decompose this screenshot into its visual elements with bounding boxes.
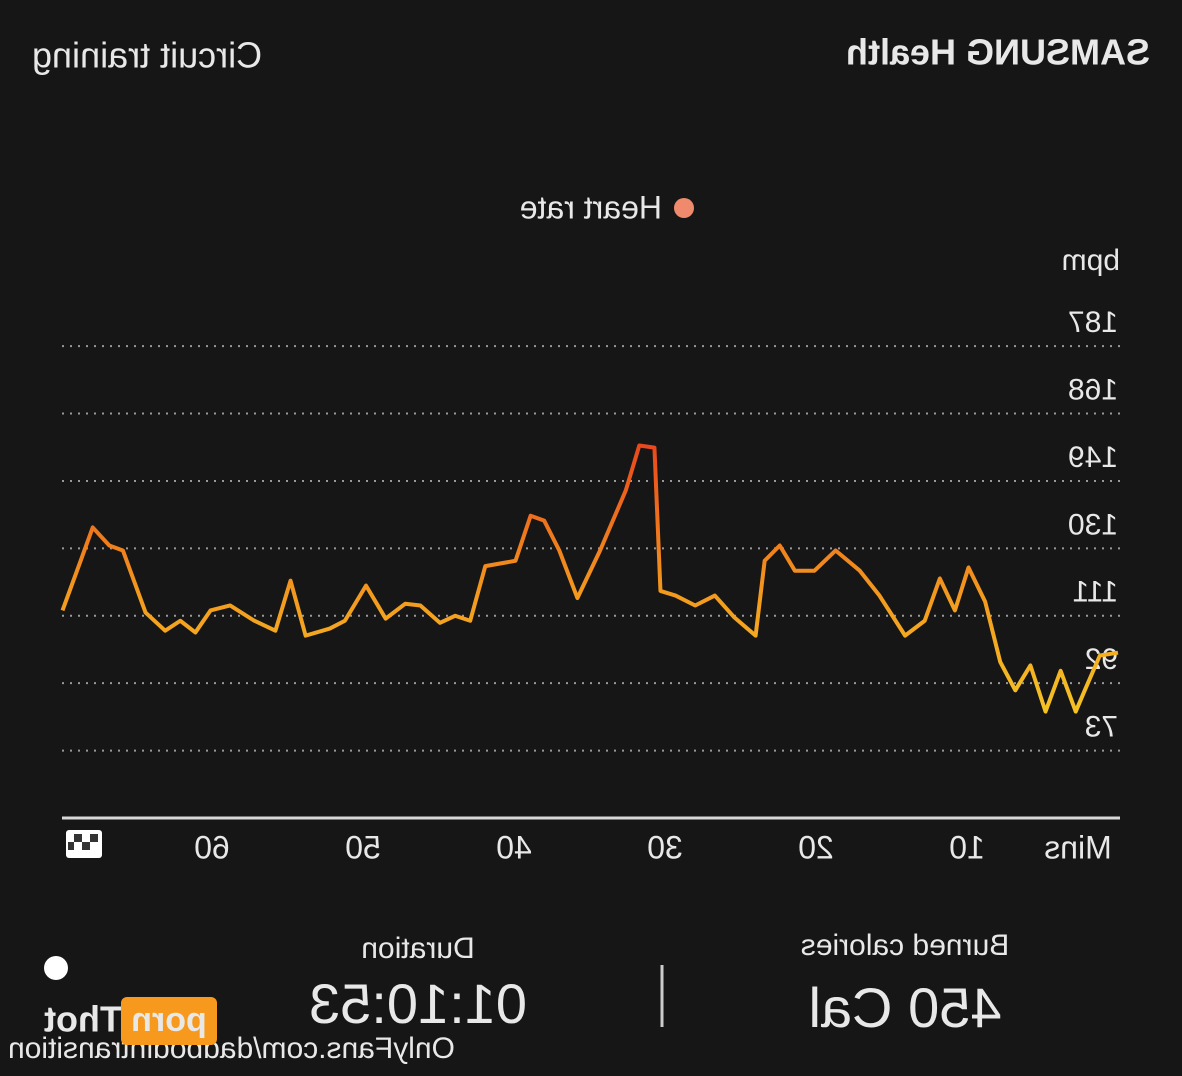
watermark-icon	[44, 956, 68, 980]
y-tick-label: 73	[1085, 711, 1118, 744]
watermark-logo-right: porn	[131, 1001, 207, 1039]
x-tick-label: 20	[798, 829, 834, 865]
calories-value: 450 Cal	[808, 976, 1001, 1039]
calories-label: Burned calories	[801, 929, 1009, 962]
x-tick-label: 10	[949, 829, 985, 865]
y-axis-label: bpm	[1062, 244, 1120, 277]
watermark-url: OnlyFans.com/dadbodintransition	[8, 1032, 455, 1065]
y-tick-label: 130	[1068, 508, 1118, 541]
y-tick-label: 92	[1085, 643, 1118, 676]
y-tick-label: 111	[1072, 576, 1118, 609]
watermark-logo-left: Thot	[44, 999, 122, 1040]
legend-label: Heart rate	[520, 189, 662, 225]
activity-title: Circuit training	[32, 35, 262, 76]
x-tick-label: 30	[647, 829, 683, 865]
finish-flag	[66, 830, 102, 858]
legend-marker	[674, 198, 694, 218]
duration-value: 01:10:53	[309, 972, 527, 1035]
y-tick-label: 149	[1068, 441, 1118, 474]
x-tick-label: 50	[345, 829, 381, 865]
duration-label: Duration	[361, 932, 474, 965]
heart-rate-line	[60, 443, 1119, 714]
x-tick-label: 60	[194, 829, 230, 865]
y-tick-label: 168	[1068, 373, 1118, 406]
y-tick-label: 187	[1068, 306, 1118, 339]
brand: SAMSUNG Health	[846, 32, 1150, 73]
x-axis-label: Mins	[1044, 829, 1112, 865]
watermark-badge	[121, 997, 217, 1045]
x-tick-label: 40	[496, 829, 532, 865]
